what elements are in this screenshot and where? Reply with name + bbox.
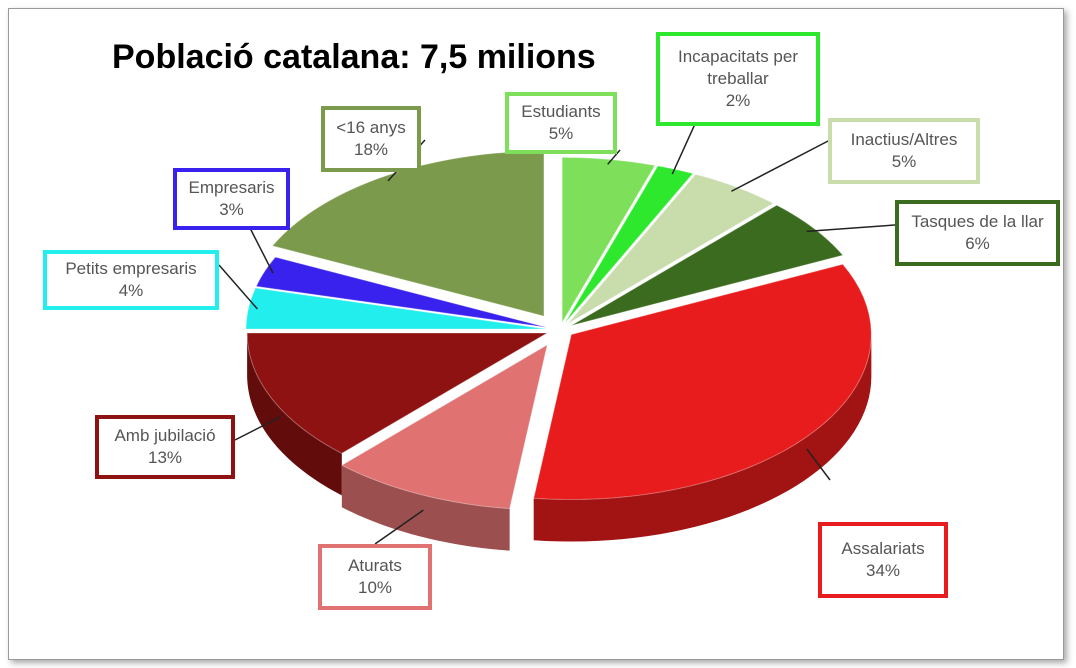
- slice-side: [341, 465, 510, 551]
- category-label: Inactius/Altres: [850, 129, 958, 149]
- value-label: 3%: [219, 200, 244, 219]
- slice: [533, 263, 872, 500]
- category-label: Assalariats: [841, 538, 925, 558]
- label-box: Aturats 10%: [318, 544, 432, 610]
- value-label: 5%: [891, 152, 917, 171]
- slice: [571, 204, 844, 326]
- slice: [567, 173, 775, 325]
- leader-line: [806, 224, 896, 233]
- slice-side: [533, 334, 872, 542]
- category-label: Estudiants: [521, 101, 601, 121]
- category-label: Amb jubilació: [114, 425, 216, 445]
- value-label: 5%: [548, 124, 574, 143]
- label-box: Petits empresaris 4%: [43, 250, 219, 310]
- value-label: 18%: [353, 140, 389, 159]
- slice: [246, 332, 549, 454]
- category-label: Tasques de la llar: [911, 211, 1044, 231]
- slice: [245, 287, 547, 330]
- label-box: Estudiants 5%: [505, 92, 617, 154]
- value-label: 4%: [118, 281, 144, 300]
- category-label: Incapacitats per treballar: [677, 46, 798, 88]
- slice-side-shade: [533, 334, 872, 542]
- slice-side-shade: [341, 465, 510, 551]
- value-label: 2%: [725, 91, 751, 111]
- category-label: <16 anys: [336, 117, 406, 137]
- leader-line: [731, 139, 831, 192]
- value-label: 10%: [357, 578, 393, 597]
- leader-line: [806, 448, 831, 481]
- value-label: 6%: [965, 234, 990, 253]
- label-box: Empresaris 3%: [173, 168, 290, 230]
- leader-line: [218, 264, 258, 310]
- slice: [340, 343, 548, 510]
- leader-line: [374, 509, 424, 545]
- label-box: Incapacitats per treballar 2%: [656, 32, 820, 126]
- category-label: Empresaris: [188, 177, 275, 197]
- leader-line: [249, 227, 274, 274]
- leader-line: [671, 123, 696, 175]
- slice: [564, 165, 694, 324]
- category-label: Aturats: [348, 555, 402, 575]
- leader-line: [234, 416, 281, 441]
- leader-line: [607, 149, 621, 165]
- label-box: Inactius/Altres 5%: [828, 118, 980, 184]
- slice-side: [247, 333, 342, 496]
- label-box: <16 anys 18%: [321, 106, 421, 172]
- slice: [561, 156, 656, 325]
- value-label: 34%: [865, 561, 901, 580]
- slice-side-shade: [247, 333, 342, 496]
- category-label: Petits empresaris: [65, 258, 197, 278]
- value-label: 13%: [147, 448, 183, 467]
- slice: [271, 150, 545, 317]
- chart-title: Població catalana: 7,5 milions: [112, 38, 596, 76]
- label-box: Tasques de la llar 6%: [895, 200, 1060, 266]
- slice: [255, 256, 547, 328]
- label-box: Assalariats 34%: [818, 522, 948, 598]
- label-box: Amb jubilació 13%: [95, 415, 235, 479]
